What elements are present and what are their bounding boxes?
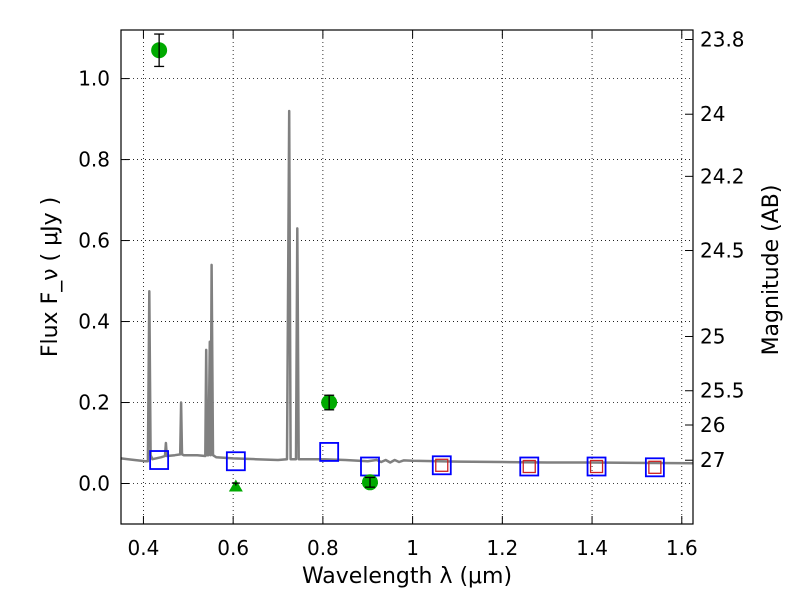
- obs-square-0: [435, 458, 449, 472]
- y-tick-label-0: 0.0: [78, 472, 110, 496]
- obs-square-2: [589, 459, 604, 474]
- x-tick-label-1: 0.6: [217, 536, 249, 560]
- axis-ticks: 0.4 0.6 0.8 1 1.2 1.4 1.6 0.0 0.2 0.4 0.6 0.8 1.0 23.…: [78, 28, 744, 560]
- y-tick-label-2: 0.4: [78, 310, 110, 334]
- model-square-2: [319, 442, 340, 462]
- mag-tick-label-2: 24.2: [700, 164, 745, 188]
- y-tick-label-3: 0.6: [78, 229, 110, 253]
- model-square-6: [586, 456, 607, 477]
- mag-tick-label-6: 26: [700, 413, 725, 437]
- x-tick-label-3: 1: [406, 536, 419, 560]
- grid: [121, 30, 693, 524]
- model-square-0: [149, 450, 170, 470]
- right-axis-label: Magnitude (AB): [759, 185, 784, 356]
- plot-background: [121, 30, 693, 524]
- x-tick-label-5: 1.4: [576, 536, 608, 560]
- y-tick-label-5: 1.0: [78, 67, 110, 91]
- mag-tick-label-1: 24: [700, 102, 725, 126]
- y-axis-label: Flux F_ν ( μJy ): [38, 197, 63, 357]
- obs-square-1: [522, 459, 536, 474]
- x-tick-label-2: 0.8: [307, 536, 339, 560]
- model-square-5: [519, 456, 540, 477]
- mag-tick-label-5: 25.5: [700, 379, 745, 403]
- data-series: [120, 33, 694, 492]
- x-tick-label-4: 1.2: [486, 536, 518, 560]
- obs-square-3: [648, 460, 662, 474]
- model-square-4: [431, 455, 452, 476]
- plot-frame: [120, 29, 694, 525]
- x-axis-label: Wavelength λ (μm): [302, 564, 512, 589]
- model-square-1: [225, 451, 246, 472]
- mag-tick-label-7: 27: [700, 448, 725, 472]
- model-square-7: [644, 457, 665, 478]
- mag-tick-label-3: 24.5: [700, 239, 745, 263]
- mag-tick-label-4: 25: [700, 324, 725, 348]
- x-tick-label-0: 0.4: [128, 536, 160, 560]
- spectrum-line: [120, 109, 694, 465]
- y-tick-label-4: 0.8: [78, 148, 110, 172]
- mag-tick-label-0: 23.8: [700, 28, 745, 52]
- x-tick-label-6: 1.6: [666, 536, 698, 560]
- y-tick-label-1: 0.2: [78, 391, 110, 415]
